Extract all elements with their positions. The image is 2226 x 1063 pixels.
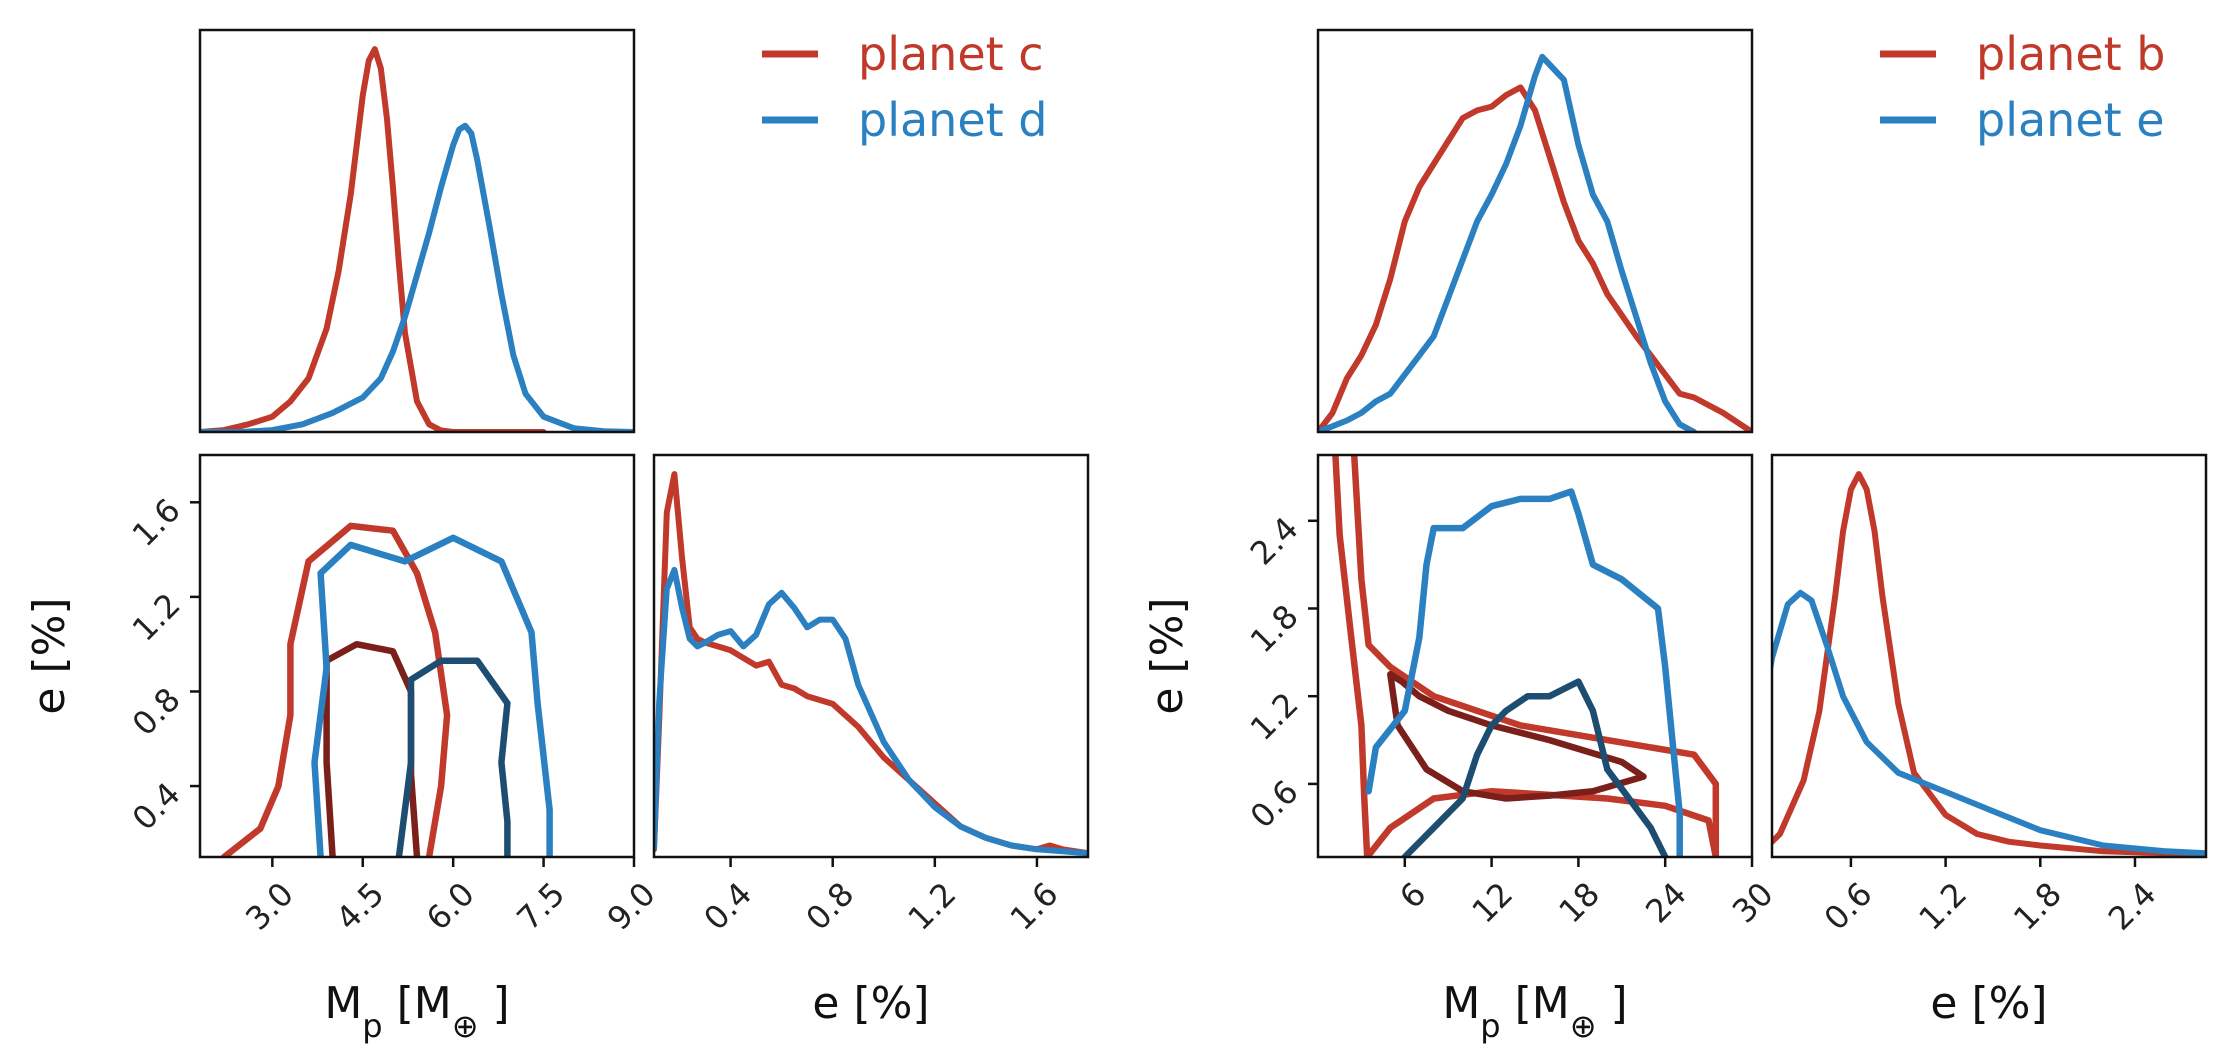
left-legend-label: planet c <box>858 27 1044 81</box>
right-legend-label: planet b <box>1976 27 2165 81</box>
right-mp-axis-label-part: p <box>1480 1007 1500 1045</box>
right-e-density-frame <box>1770 453 2208 859</box>
right-contour-planet-b-inner <box>1387 671 1647 802</box>
left-mp-density-planet-d <box>200 122 634 432</box>
right-contour-panel <box>1332 455 1720 857</box>
left-mp-axis-label-part: ⊕ <box>452 1007 479 1045</box>
left-e-axis-label-x: e [%] <box>812 978 929 1029</box>
left-e-density-frame <box>652 453 1090 859</box>
right-mp-axis-label-part: ] <box>1597 978 1628 1029</box>
left-contour-ytick-label: 1.6 <box>125 491 188 554</box>
left-mp-axis-label-part: ] <box>479 978 510 1029</box>
right-mp-axis-label-part: [M <box>1501 978 1570 1029</box>
left-mp-density-frame <box>198 28 636 434</box>
left-contour-planet-d-inner <box>395 657 511 857</box>
left-mp-axis-label: Mp [M⊕ ] <box>324 978 509 1045</box>
left-mp-axis-label-part: [M <box>383 978 452 1029</box>
right-e-density-planet-b <box>1772 471 2206 857</box>
left-e-density-xtick-label: 1.6 <box>1003 875 1066 938</box>
left-contour-frame <box>198 453 636 859</box>
left-contour-xtick-label: 7.5 <box>509 875 572 938</box>
right-mp-density-frame <box>1316 28 1754 434</box>
right-e-density-xtick-label: 1.2 <box>1911 875 1974 938</box>
right-mp-density-planet-e <box>1318 53 1698 432</box>
right-mp-axis-label-part: ⊕ <box>1570 1007 1597 1045</box>
right-e-density-xtick-label: 1.8 <box>2006 875 2069 938</box>
left-contour-ytick-label: 0.8 <box>125 680 188 743</box>
left-e-density-xtick-label: 0.4 <box>696 875 759 938</box>
left-contour-xtick-label: 4.5 <box>329 875 392 938</box>
left-contour-ytick-label: 0.4 <box>125 775 188 838</box>
right-e-density-xtick-label: 2.4 <box>2101 875 2164 938</box>
right-contour-planet-e-outer <box>1365 488 1683 857</box>
left-contour-planet-d-outer <box>311 534 553 857</box>
right-contour-xtick-label: 30 <box>1725 875 1781 931</box>
left-e-density-xtick-label: 1.2 <box>901 875 964 938</box>
left-e-density-planet-d <box>654 566 1088 857</box>
right-e-density-planet-e <box>1772 589 2206 857</box>
right-contour-planet-e-inner <box>1401 678 1669 857</box>
right-contour-ytick-label: 2.4 <box>1243 510 1306 573</box>
right-contour-xtick-label: 24 <box>1638 875 1694 931</box>
left-contour-xtick-label: 9.0 <box>600 875 663 938</box>
right-e-axis-label-x: e [%] <box>1930 978 2047 1029</box>
right-contour-xtick-label: 12 <box>1465 875 1521 931</box>
right-mp-axis-label: Mp [M⊕ ] <box>1442 978 1627 1045</box>
left-e-density-panel <box>654 471 1088 857</box>
right-mp-density-panel <box>1318 53 1752 432</box>
right-contour-ytick-label: 1.2 <box>1243 685 1306 748</box>
left-contour-planet-c-outer <box>220 522 451 857</box>
right-corner-group: 6 12 18 24 30 0.6 1.2 1.8 2.4 0.6 1.2 1.8 2.4 Mp [M⊕ … <box>1142 27 2208 1045</box>
left-mp-axis-label-part: p <box>362 1007 382 1045</box>
right-mp-density-planet-b <box>1318 84 1752 432</box>
left-legend-label: planet d <box>858 93 1047 147</box>
right-legend-label: planet e <box>1976 93 2165 147</box>
left-e-density-xtick-label: 0.8 <box>798 875 861 938</box>
left-corner-group: 3.0 4.5 6.0 7.5 9.0 0.4 0.8 1.2 1.6 0.4 0.8 1.2 1.6 M… <box>24 27 1090 1045</box>
right-e-axis-label-y: e [%] <box>1142 597 1193 714</box>
right-contour-xtick-label: 6 <box>1392 875 1433 916</box>
left-e-axis-label-y: e [%] <box>24 597 75 714</box>
left-mp-density-panel <box>200 46 634 432</box>
right-contour-ytick-label: 0.6 <box>1243 773 1306 836</box>
left-contour-xtick-label: 6.0 <box>419 875 482 938</box>
right-contour-xtick-label: 18 <box>1551 875 1607 931</box>
left-e-density-planet-c <box>654 471 1088 857</box>
right-mp-axis-label-part: M <box>1442 978 1480 1029</box>
left-contour-xtick-label: 3.0 <box>238 875 301 938</box>
right-contour-ytick-label: 1.8 <box>1243 597 1306 660</box>
left-contour-panel <box>220 522 553 857</box>
right-contour-frame <box>1316 453 1754 859</box>
left-mp-axis-label-part: M <box>324 978 362 1029</box>
left-contour-ytick-label: 1.2 <box>125 586 188 649</box>
right-e-density-xtick-label: 0.6 <box>1817 875 1880 938</box>
right-e-density-panel <box>1772 471 2206 857</box>
